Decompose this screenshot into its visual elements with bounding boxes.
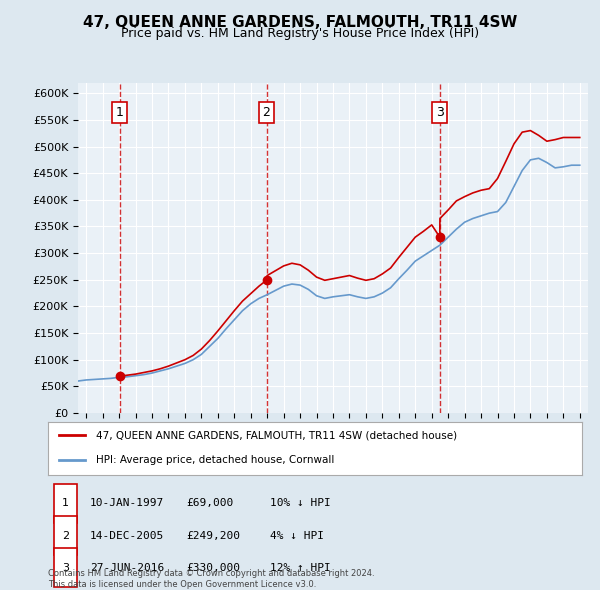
Text: £330,000: £330,000 (186, 563, 240, 573)
Text: HPI: Average price, detached house, Cornwall: HPI: Average price, detached house, Corn… (96, 455, 334, 465)
Text: 27-JUN-2016: 27-JUN-2016 (90, 563, 164, 573)
Text: Price paid vs. HM Land Registry's House Price Index (HPI): Price paid vs. HM Land Registry's House … (121, 27, 479, 40)
Text: 10% ↓ HPI: 10% ↓ HPI (270, 499, 331, 509)
Text: 3: 3 (436, 106, 444, 119)
Text: 47, QUEEN ANNE GARDENS, FALMOUTH, TR11 4SW (detached house): 47, QUEEN ANNE GARDENS, FALMOUTH, TR11 4… (96, 430, 457, 440)
Text: 1: 1 (62, 499, 69, 509)
Text: 2: 2 (263, 106, 271, 119)
Text: 2: 2 (62, 530, 69, 540)
Text: 4% ↓ HPI: 4% ↓ HPI (270, 530, 324, 540)
Text: Contains HM Land Registry data © Crown copyright and database right 2024.
This d: Contains HM Land Registry data © Crown c… (48, 569, 374, 589)
Text: 14-DEC-2005: 14-DEC-2005 (90, 530, 164, 540)
Text: 10-JAN-1997: 10-JAN-1997 (90, 499, 164, 509)
Text: £69,000: £69,000 (186, 499, 233, 509)
Text: 12% ↑ HPI: 12% ↑ HPI (270, 563, 331, 573)
Text: 3: 3 (62, 563, 69, 573)
Text: 47, QUEEN ANNE GARDENS, FALMOUTH, TR11 4SW: 47, QUEEN ANNE GARDENS, FALMOUTH, TR11 4… (83, 15, 517, 30)
Text: £249,200: £249,200 (186, 530, 240, 540)
Text: 1: 1 (116, 106, 124, 119)
